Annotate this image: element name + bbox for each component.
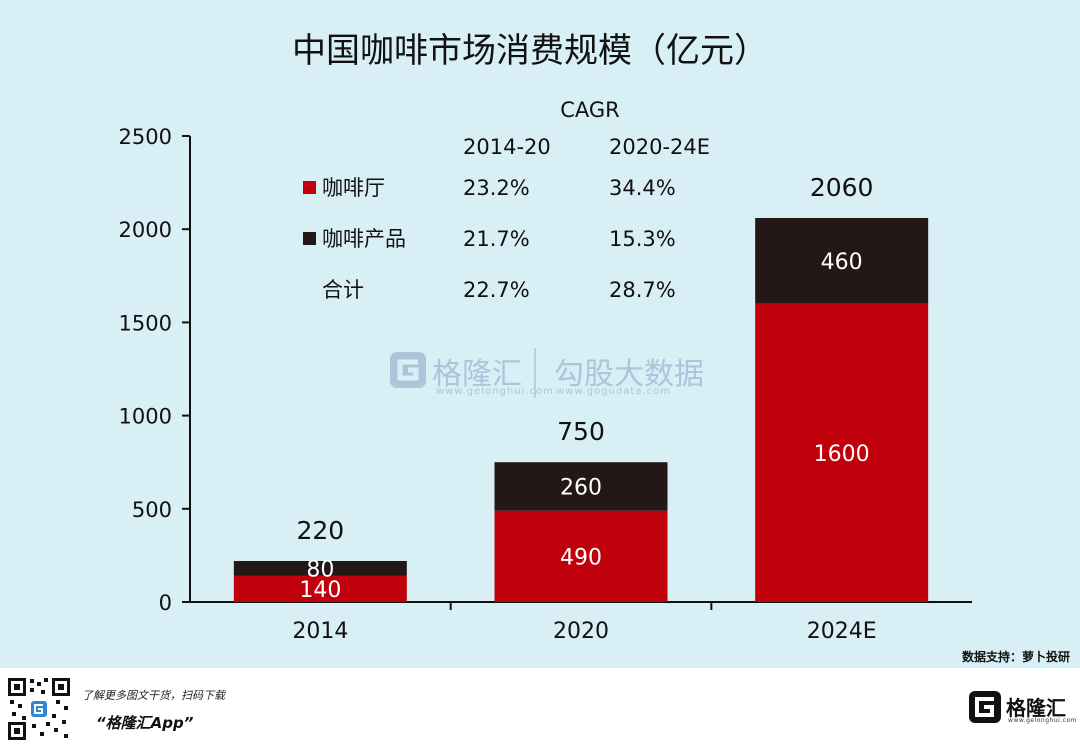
y-tick-label: 1500: [119, 311, 172, 335]
x-tick-label: 2014: [292, 619, 348, 644]
footer: 了解更多图文干货，扫码下载 “格隆汇App” 格隆汇 www.gelonghui…: [0, 668, 1080, 747]
cagr-value: 34.4%: [609, 176, 676, 200]
bar-segment-product: [755, 218, 929, 304]
cagr-value: 23.2%: [463, 176, 530, 200]
y-tick-label: 2000: [119, 218, 172, 242]
watermark-logo-icon: [390, 352, 426, 388]
bar-total-label: 750: [557, 417, 605, 446]
cagr-header: 2020-24E: [609, 135, 710, 159]
cagr-value: 28.7%: [609, 278, 676, 302]
bar-segment-cafe: [494, 510, 668, 602]
footer-logo-text: 格隆汇: [1006, 696, 1066, 720]
y-tick-label: 1000: [119, 405, 172, 429]
qr-code-icon[interactable]: [6, 676, 72, 742]
bar-segment-product: [494, 462, 668, 511]
bar-total-label: 2060: [810, 173, 874, 202]
watermark-right-text: 勾股大数据: [554, 357, 704, 392]
bar-total-label: 220: [296, 516, 344, 545]
gelonghui-logo-icon: [969, 691, 1001, 723]
bar-value-label: 490: [560, 545, 602, 570]
footer-app-name: “格隆汇App”: [96, 714, 194, 732]
x-axis-ticks: 2014 2020 2024E: [292, 602, 877, 644]
x-tick-label: 2024E: [807, 619, 877, 644]
legend-swatch: [303, 232, 316, 245]
legend-label: 咖啡产品: [322, 227, 406, 251]
watermark: 格隆汇 www.gelonghui.com 勾股大数据 www.gogudata…: [390, 348, 704, 398]
cagr-table: CAGR 2014-20 2020-24E 咖啡厅 23.2% 34.4% 咖啡产品 21.7…: [303, 98, 710, 302]
bar-value-label: 260: [560, 475, 602, 500]
cagr-value: 22.7%: [463, 278, 530, 302]
watermark-left-url: www.gelonghui.com: [436, 386, 554, 397]
legend-label: 咖啡厅: [322, 176, 385, 200]
footer-logo-url: www.gelonghui.com: [1008, 717, 1078, 724]
footer-logo[interactable]: 格隆汇 www.gelonghui.com: [968, 690, 1078, 726]
bar-segment-cafe: [233, 575, 407, 602]
chart-canvas: 中国咖啡市场消费规模（亿元） 格隆汇 www.gelonghui.com 勾股大…: [119, 31, 1070, 664]
cagr-value: 15.3%: [609, 227, 676, 251]
bar-value-label: 140: [299, 578, 341, 603]
bar-value-label: 80: [306, 557, 334, 582]
chart-title: 中国咖啡市场消费规模（亿元）: [292, 31, 768, 71]
legend-swatch: [303, 181, 316, 194]
cagr-value: 21.7%: [463, 227, 530, 251]
bar-value-label: 460: [821, 250, 863, 275]
x-tick-label: 2020: [553, 619, 609, 644]
watermark-left-text: 格隆汇: [432, 357, 522, 392]
y-tick-label: 500: [132, 498, 172, 522]
y-axis-ticks: 0 500 1000 1500 2000 2500: [119, 125, 190, 615]
cagr-header: 2014-20: [463, 135, 551, 159]
bar-value-label: 1600: [814, 442, 870, 467]
bar-segment-product: [233, 560, 407, 576]
bar-segment-cafe: [755, 303, 929, 602]
cagr-title: CAGR: [560, 98, 620, 122]
y-tick-label: 0: [159, 591, 172, 615]
y-tick-label: 2500: [119, 125, 172, 149]
legend-label: 合计: [322, 278, 364, 302]
data-source: 数据支持：萝卜投研: [962, 649, 1070, 664]
footer-tip: 了解更多图文干货，扫码下载: [82, 689, 225, 702]
watermark-right-url: www.gogudata.com: [556, 386, 671, 397]
